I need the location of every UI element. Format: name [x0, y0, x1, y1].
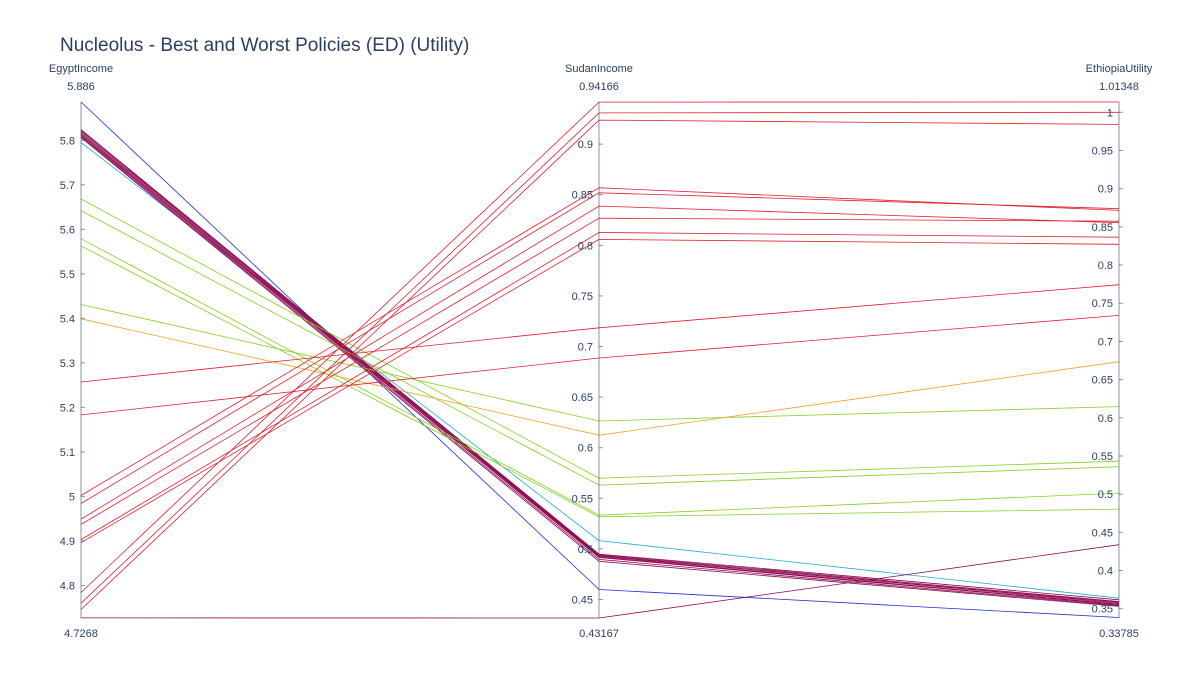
axes-layer: EgyptIncome 5.886 4.7268 4.8 4.9 5 5.1 5.2 5.3 5.…: [49, 63, 1153, 640]
polyline-2: [80, 129, 1120, 601]
tick-label: 0.9: [1098, 184, 1113, 196]
polyline-24: [80, 101, 1120, 593]
tick-label: 4.9: [60, 536, 75, 548]
tick-label: 0.45: [572, 594, 593, 606]
polylines-layer: [80, 101, 1120, 619]
polyline-4: [80, 131, 1120, 604]
tick-label: 5.3: [60, 358, 75, 370]
axis-name-label: SudanIncome: [565, 63, 633, 75]
axis-name-label: EgyptIncome: [49, 63, 113, 75]
polyline-9: [80, 137, 1120, 607]
tick-label: 0.65: [572, 392, 593, 404]
axis-range-max-label: 1.01348: [1099, 81, 1139, 93]
polyline-18: [80, 187, 1120, 496]
polyline-15: [80, 318, 1120, 436]
polyline-26: [80, 119, 1120, 610]
tick-label: 0.55: [572, 493, 593, 505]
tick-label: 0.8: [578, 240, 593, 252]
polyline-0: [80, 101, 1120, 618]
tick-label: 0.5: [578, 544, 593, 556]
polyline-16: [80, 284, 1120, 383]
tick-label: 0.75: [572, 291, 593, 303]
axis-range-max-label: 5.886: [67, 81, 95, 93]
axis-range-min-label: 4.7268: [64, 628, 98, 640]
tick-label: 5.1: [60, 447, 75, 459]
tick-label: 0.7: [1098, 336, 1113, 348]
tick-label: 0.8: [1098, 260, 1113, 272]
tick-label: 0.6: [578, 443, 593, 455]
tick-label: 0.7: [578, 342, 593, 354]
tick-label: 0.35: [1092, 604, 1113, 616]
tick-label: 5: [69, 491, 75, 503]
tick-label: 4.8: [60, 580, 75, 592]
tick-label: 1: [1107, 107, 1113, 119]
axis-EgyptIncome: EgyptIncome 5.886 4.7268 4.8 4.9 5 5.1 5.2 5.3 5.…: [49, 63, 113, 640]
tick-label: 0.95: [1092, 145, 1113, 157]
polyline-23: [80, 238, 1120, 544]
tick-label: 5.4: [60, 313, 75, 325]
tick-label: 5.6: [60, 224, 75, 236]
axis-name-label: EthiopiaUtility: [1086, 63, 1153, 75]
tick-label: 0.6: [1098, 413, 1113, 425]
polyline-11: [80, 210, 1120, 486]
tick-label: 0.5: [1098, 489, 1113, 501]
polyline-6: [80, 134, 1120, 605]
tick-label: 0.85: [572, 190, 593, 202]
tick-label: 0.75: [1092, 298, 1113, 310]
polyline-13: [80, 245, 1120, 518]
axis-SudanIncome: SudanIncome 0.94166 0.43167 0.45 0.5 0.55 0.6 0…: [565, 63, 633, 640]
tick-label: 0.85: [1092, 222, 1113, 234]
axis-range-max-label: 0.94166: [579, 81, 619, 93]
axis-range-min-label: 0.43167: [579, 628, 619, 640]
polyline-12: [80, 238, 1120, 516]
axis-range-min-label: 0.33785: [1099, 628, 1139, 640]
tick-label: 5.2: [60, 402, 75, 414]
polyline-22: [80, 232, 1120, 540]
polyline-10: [80, 198, 1120, 479]
tick-label: 0.55: [1092, 451, 1113, 463]
polyline-17: [80, 315, 1120, 416]
tick-label: 0.45: [1092, 527, 1113, 539]
polyline-1: [80, 142, 1120, 599]
axis-EthiopiaUtility: EthiopiaUtility 1.01348 0.33785 0.35 0.4 0.45…: [1086, 63, 1153, 640]
tick-label: 5.5: [60, 269, 75, 281]
tick-label: 0.9: [578, 139, 593, 151]
tick-label: 5.7: [60, 180, 75, 192]
tick-label: 0.4: [1098, 566, 1113, 578]
chart-title: Nucleolus - Best and Worst Policies (ED)…: [60, 35, 469, 56]
tick-label: 0.65: [1092, 375, 1113, 387]
tick-label: 5.8: [60, 135, 75, 147]
polyline-8: [80, 136, 1120, 607]
